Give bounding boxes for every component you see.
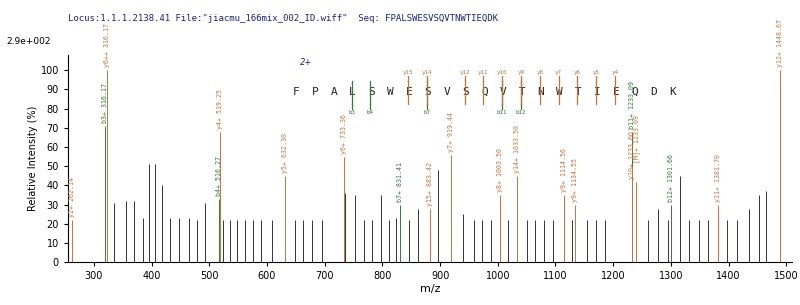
Text: T: T — [518, 87, 526, 97]
Text: S: S — [462, 87, 469, 97]
Text: b4+ 516.27: b4+ 516.27 — [215, 156, 222, 196]
Text: K: K — [669, 87, 676, 97]
Text: 2.9e+002: 2.9e+002 — [6, 37, 51, 46]
Text: F: F — [293, 87, 299, 97]
Text: y11: y11 — [478, 70, 489, 75]
Text: P: P — [311, 87, 318, 97]
Text: W: W — [556, 87, 563, 97]
Text: y7: y7 — [555, 70, 562, 75]
Text: y14: y14 — [422, 70, 432, 75]
Text: y10: y10 — [497, 70, 507, 75]
Text: E: E — [613, 87, 619, 97]
Text: y4: y4 — [612, 70, 618, 75]
Text: y9+ 1114.56: y9+ 1114.56 — [561, 148, 566, 192]
Text: L: L — [349, 87, 356, 97]
Text: W: W — [387, 87, 394, 97]
Text: D: D — [650, 87, 657, 97]
Text: y9+ 1134.55: y9+ 1134.55 — [572, 158, 578, 202]
Text: b12+ 1301.66: b12+ 1301.66 — [669, 154, 674, 202]
Text: y5+ 632.30: y5+ 632.30 — [282, 133, 289, 173]
Text: y6+ 733.36: y6+ 733.36 — [341, 114, 346, 154]
Text: E: E — [406, 87, 412, 97]
Text: y8: y8 — [536, 70, 543, 75]
Text: y2+ 262.14: y2+ 262.14 — [69, 177, 75, 217]
Text: b7: b7 — [423, 110, 430, 115]
Text: y11+ 1381.70: y11+ 1381.70 — [714, 154, 721, 202]
Y-axis label: Relative Intensity (%): Relative Intensity (%) — [28, 106, 38, 211]
Text: N: N — [538, 87, 544, 97]
Text: y10+ 1233.60: y10+ 1233.60 — [630, 131, 635, 179]
Text: b3+ 316.17: b3+ 316.17 — [102, 83, 109, 123]
Text: Locus:1.1.1.2138.41 File:"jiacmu_166mix_002_ID.wiff"  Seq: FPALSWESVSQVTNWTIEQDK: Locus:1.1.1.2138.41 File:"jiacmu_166mix_… — [68, 14, 498, 23]
Text: y12+ 1448.67: y12+ 1448.67 — [778, 20, 783, 67]
Text: Q: Q — [631, 87, 638, 97]
Text: b7+ 831.41: b7+ 831.41 — [398, 162, 403, 202]
Text: S: S — [368, 87, 374, 97]
Text: y12: y12 — [459, 70, 470, 75]
Text: y6: y6 — [574, 70, 581, 75]
Text: y15: y15 — [403, 70, 414, 75]
Text: T: T — [575, 87, 582, 97]
Text: y7+ 919.44: y7+ 919.44 — [448, 112, 454, 152]
Text: y5: y5 — [593, 70, 600, 75]
Text: b11: b11 — [497, 110, 507, 115]
Text: b12: b12 — [516, 110, 526, 115]
Text: y4+ 519.25: y4+ 519.25 — [218, 89, 223, 129]
Text: b11+ 1233.09: b11+ 1233.09 — [630, 81, 635, 129]
Text: I: I — [594, 87, 601, 97]
Text: y9: y9 — [518, 70, 525, 75]
Text: V: V — [443, 87, 450, 97]
Text: 2+: 2+ — [300, 58, 312, 67]
Text: b3: b3 — [348, 110, 355, 115]
Text: A: A — [330, 87, 337, 97]
Text: y6++ 316.17: y6++ 316.17 — [104, 23, 110, 67]
X-axis label: m/z: m/z — [420, 284, 440, 294]
Text: S: S — [425, 87, 431, 97]
Text: V: V — [500, 87, 506, 97]
Text: y14+ 1033.50: y14+ 1033.50 — [514, 125, 520, 173]
Text: [M]+ 1233.09: [M]+ 1233.09 — [633, 115, 640, 163]
Text: y15+ 883.42: y15+ 883.42 — [427, 162, 434, 206]
Text: b4: b4 — [367, 110, 374, 115]
Text: y8+ 1003.50: y8+ 1003.50 — [497, 148, 502, 192]
Text: Q: Q — [481, 87, 488, 97]
